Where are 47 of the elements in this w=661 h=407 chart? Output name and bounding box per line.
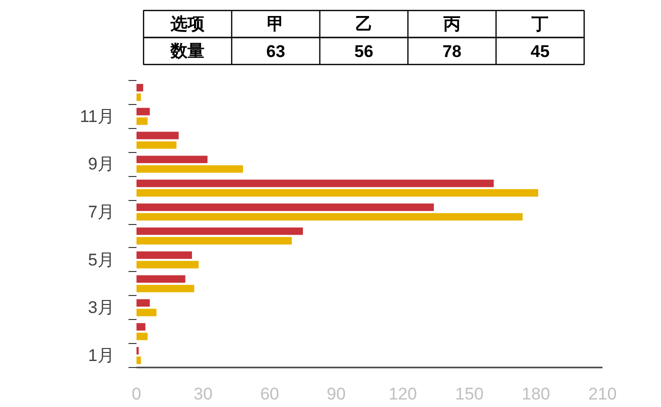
x-tick-label: 120 — [388, 384, 417, 404]
bar — [136, 84, 144, 92]
bar — [136, 108, 150, 116]
x-tick-label: 60 — [260, 384, 280, 404]
data-label: 56 — [354, 42, 374, 61]
bar — [136, 213, 523, 221]
data-label: 45 — [530, 42, 550, 61]
bar — [136, 165, 244, 173]
data-label: 63 — [266, 42, 286, 61]
bar — [136, 156, 208, 164]
y-tick-label: 11月 — [80, 106, 115, 126]
bar — [136, 260, 199, 268]
category-label: 乙 — [355, 14, 372, 34]
bar — [136, 132, 179, 140]
bar — [136, 308, 156, 316]
bar — [136, 299, 150, 307]
x-tick-label: 150 — [455, 384, 484, 404]
y-tick-label: 7月 — [88, 202, 115, 222]
text: 数量 — [170, 42, 205, 60]
bar — [136, 284, 194, 292]
y-tick-label: 9月 — [88, 154, 115, 174]
bar — [136, 251, 192, 259]
y-tick-label: 1月 — [88, 346, 115, 366]
bar — [136, 323, 146, 331]
bar — [136, 332, 148, 340]
bar — [136, 204, 434, 211]
category-label: 丙 — [442, 14, 460, 34]
x-tick-label: 180 — [522, 384, 550, 404]
bar — [136, 189, 538, 197]
bar — [136, 94, 141, 101]
bar — [136, 275, 186, 283]
y-tick-label: 5月 — [88, 250, 115, 270]
y-tick-label: 3月 — [88, 298, 115, 318]
text: 选项 — [170, 14, 206, 34]
category-label: 甲 — [267, 14, 284, 34]
x-tick-label: 210 — [588, 384, 617, 404]
x-tick-label: 0 — [132, 384, 142, 404]
bar — [136, 237, 292, 244]
x-tick-label: 30 — [194, 384, 213, 404]
bar — [136, 227, 303, 235]
bar — [136, 356, 141, 364]
bar — [136, 141, 176, 149]
bar — [136, 180, 494, 188]
bar — [136, 117, 148, 125]
x-tick-label: 90 — [326, 384, 346, 404]
category-label: 丁 — [530, 14, 549, 34]
data-label: 78 — [442, 42, 462, 61]
